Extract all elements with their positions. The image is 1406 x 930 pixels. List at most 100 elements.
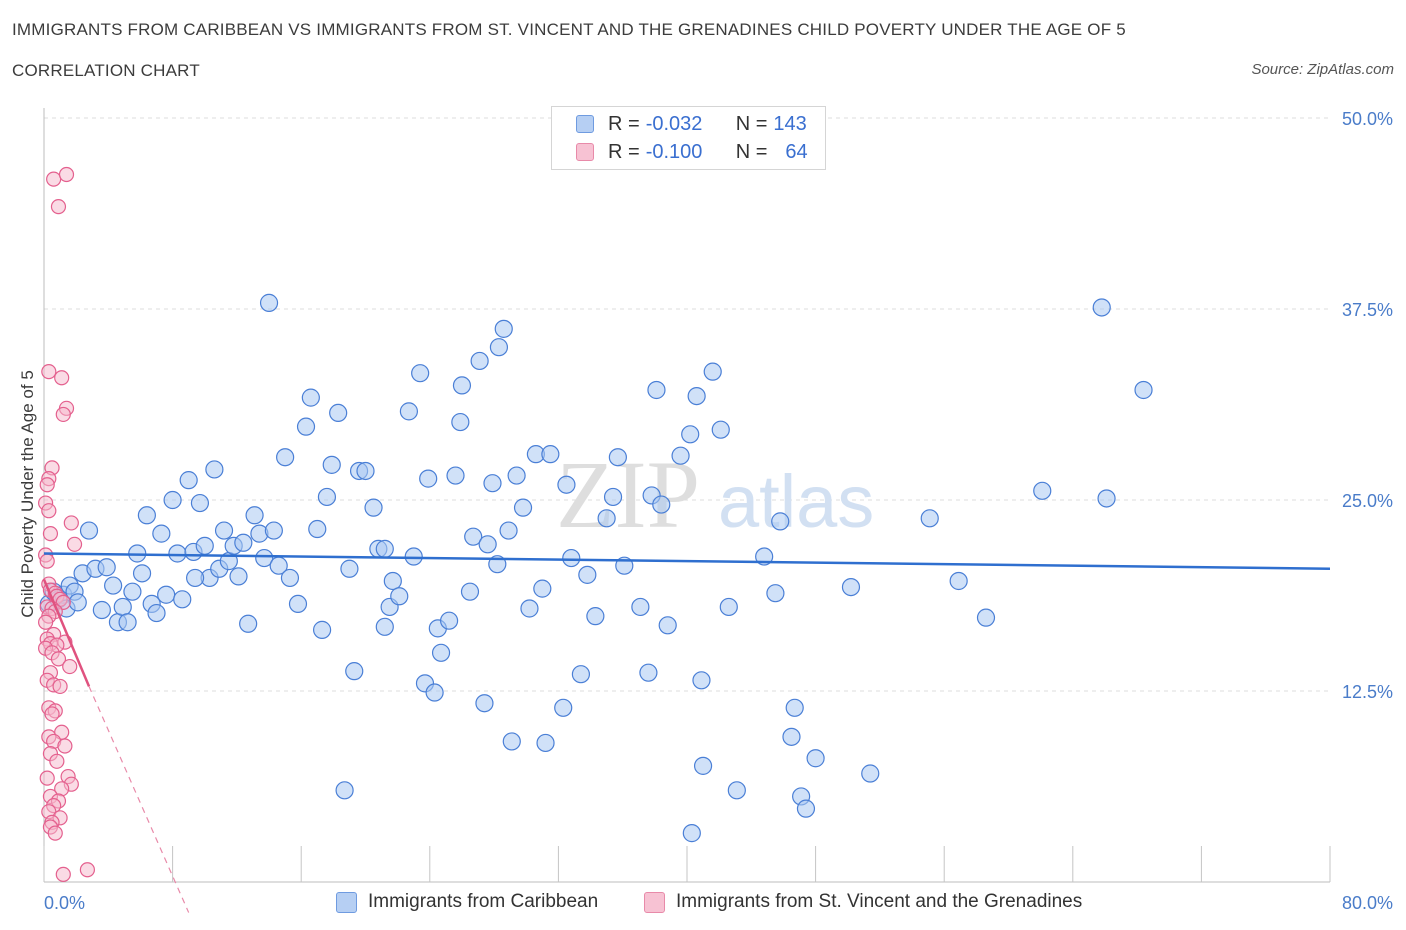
data-point (264, 521, 283, 540)
data-point (364, 498, 383, 517)
data-point (92, 600, 111, 620)
data-point (920, 509, 939, 528)
bottom-legend-stvincent: Immigrants from St. Vincent and the Gren… (644, 890, 1082, 914)
data-point (340, 559, 359, 578)
data-point (47, 825, 63, 841)
data-point (431, 643, 451, 662)
data-point (152, 524, 171, 543)
data-point (687, 386, 706, 406)
data-point (1092, 298, 1111, 317)
data-point (39, 477, 55, 493)
data-point (205, 460, 224, 479)
data-point (259, 293, 279, 312)
grid-lines (44, 117, 1330, 692)
data-point (719, 597, 738, 617)
data-point (308, 519, 327, 539)
data-point (658, 616, 677, 635)
data-point (234, 533, 253, 552)
data-point (571, 665, 591, 684)
legend-n-label: N = (735, 140, 768, 163)
legend-r-label: R = (608, 140, 640, 163)
data-point (782, 727, 801, 746)
data-point (692, 671, 711, 690)
source-label: Source: ZipAtlas.com (1251, 61, 1394, 78)
y-axis-tick-labels: 12.5% 25.0% 37.5% 50.0% (1342, 109, 1393, 702)
data-point (38, 614, 54, 630)
data-point (557, 475, 576, 494)
data-point (147, 603, 166, 623)
data-point (137, 506, 156, 525)
data-point (536, 733, 555, 753)
data-point (214, 521, 234, 540)
data-point (179, 471, 198, 490)
stats-legend: R = -0.032 N = 143 R = -0.100 N = 64 (551, 106, 826, 170)
data-point (425, 683, 444, 702)
data-point (711, 420, 730, 439)
data-point (399, 402, 419, 421)
chart-subtitle: CORRELATION CHART (12, 61, 200, 80)
data-point (470, 351, 489, 371)
data-point (513, 498, 533, 517)
data-point (520, 599, 539, 618)
data-point (97, 558, 116, 577)
data-point (404, 547, 423, 566)
trend-line-stvincent (42, 578, 91, 687)
data-point (464, 527, 483, 546)
data-point (329, 403, 348, 423)
data-point (1033, 481, 1052, 500)
data-point (190, 493, 210, 513)
data-point (173, 590, 192, 609)
data-point (255, 548, 274, 568)
legend-n-label: N = (735, 112, 768, 135)
data-point (322, 455, 341, 474)
watermark: ZIP atlas (556, 441, 874, 548)
data-point (245, 506, 264, 525)
data-point (727, 781, 746, 800)
data-point (771, 512, 790, 531)
data-point (1134, 380, 1153, 400)
data-point (54, 370, 70, 386)
data-point (489, 338, 509, 357)
series-caribbean-points (39, 293, 1153, 843)
data-point (390, 587, 409, 606)
series-stvincent-points (38, 166, 96, 882)
y-tick-label: 12.5% (1342, 682, 1393, 702)
data-point (63, 515, 79, 531)
data-point (411, 364, 430, 383)
data-point (652, 495, 671, 514)
data-point (39, 770, 55, 786)
data-point (562, 548, 581, 568)
legend-r-label: R = (608, 112, 640, 135)
data-point (631, 597, 650, 617)
data-point (451, 412, 470, 432)
data-point (42, 526, 59, 542)
data-point (50, 199, 67, 215)
data-point (57, 738, 73, 754)
data-point (296, 417, 316, 436)
data-point (1097, 489, 1116, 508)
data-point (50, 651, 67, 667)
y-tick-label: 37.5% (1342, 300, 1393, 320)
data-point (682, 824, 701, 843)
chart-title: IMMIGRANTS FROM CARIBBEAN VS IMMIGRANTS … (12, 20, 1126, 39)
data-point (113, 597, 132, 617)
data-point (446, 466, 465, 485)
data-point (301, 388, 320, 407)
data-point (533, 579, 552, 598)
data-point (475, 694, 494, 713)
trend-line-caribbean (43, 552, 1331, 571)
bottom-legend-swatch-pink (644, 891, 665, 913)
data-point (41, 364, 57, 380)
data-point (502, 732, 521, 751)
data-point (703, 362, 722, 381)
data-point (586, 607, 605, 626)
x-axis-ticks (43, 846, 1331, 882)
data-point (554, 698, 573, 717)
data-point (58, 166, 75, 183)
data-point (229, 567, 248, 586)
data-point (312, 620, 332, 639)
data-point (49, 753, 65, 769)
watermark-atlas: atlas (718, 460, 874, 543)
legend-row-stvincent: R = -0.100 N = 64 (576, 140, 808, 164)
